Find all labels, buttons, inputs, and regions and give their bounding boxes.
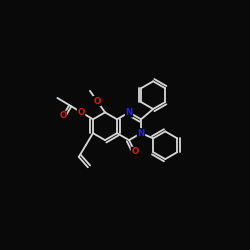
Text: O: O: [94, 96, 101, 106]
Text: N: N: [126, 108, 132, 117]
Text: N: N: [138, 129, 144, 138]
Text: O: O: [78, 108, 85, 117]
Text: O: O: [59, 111, 66, 120]
Text: O: O: [131, 148, 138, 156]
